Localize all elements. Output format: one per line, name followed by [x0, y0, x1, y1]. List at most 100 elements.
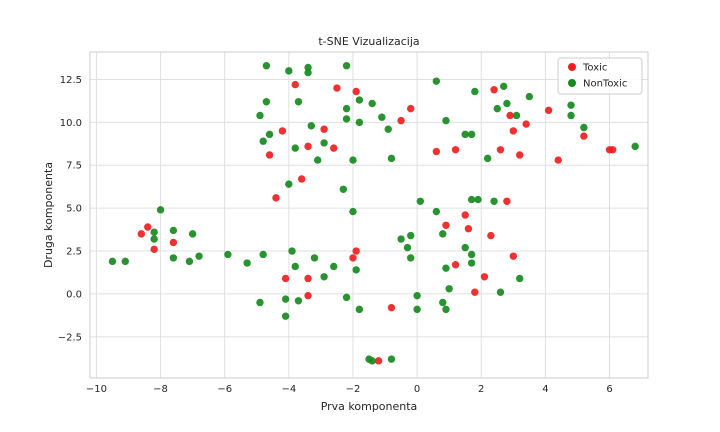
point-toxic [406, 104, 415, 113]
point-nontoxic [355, 305, 364, 314]
legend-marker-nontoxic [568, 79, 576, 87]
point-nontoxic [467, 250, 476, 259]
point-nontoxic [256, 298, 264, 307]
legend-box [557, 57, 643, 95]
point-nontoxic [150, 228, 158, 236]
point-nontoxic [185, 257, 194, 266]
point-toxic [387, 303, 396, 312]
point-nontoxic [288, 247, 296, 255]
point-toxic [150, 245, 158, 254]
point-toxic [509, 127, 518, 135]
point-toxic [544, 106, 553, 115]
point-nontoxic [499, 82, 508, 91]
point-toxic [278, 127, 287, 135]
y-tick-label: 2.5 [66, 247, 82, 258]
point-toxic [432, 147, 441, 156]
point-nontoxic [490, 197, 498, 205]
point-nontoxic [108, 257, 117, 266]
point-nontoxic [330, 262, 338, 271]
point-nontoxic [516, 274, 524, 283]
point-nontoxic [304, 63, 312, 72]
point-nontoxic [313, 156, 322, 164]
point-nontoxic [256, 111, 264, 120]
x-tick-label: −6 [217, 384, 232, 395]
point-nontoxic [291, 144, 299, 152]
point-toxic [304, 274, 312, 283]
point-nontoxic [262, 62, 271, 70]
point-nontoxic [439, 298, 447, 307]
point-nontoxic [307, 122, 315, 130]
point-nontoxic [310, 254, 319, 262]
point-toxic [516, 151, 524, 159]
point-toxic [265, 151, 274, 159]
point-nontoxic [387, 154, 396, 163]
point-nontoxic [243, 259, 251, 267]
x-tick-label: 0 [414, 384, 420, 395]
point-nontoxic [224, 250, 232, 259]
point-toxic [330, 144, 338, 152]
x-axis-label: Prva komponenta [321, 400, 418, 413]
y-tick-label: 0.0 [66, 289, 82, 300]
point-nontoxic [339, 185, 348, 193]
point-nontoxic [304, 68, 312, 77]
point-nontoxic [567, 111, 575, 120]
y-tick-label: 12.5 [60, 75, 82, 86]
grid [90, 52, 648, 378]
point-nontoxic [432, 77, 441, 85]
y-tick-label: −2.5 [58, 332, 82, 343]
point-nontoxic [567, 101, 575, 109]
point-nontoxic [355, 96, 364, 104]
point-nontoxic [467, 130, 476, 139]
axis-ticks: −10 −8 −6 −4 −2 0 2 4 6 −2.5 0.0 2.5 5.0 7.5 10.0 12.5 [58, 75, 613, 395]
point-nontoxic [432, 207, 441, 216]
data-points [108, 62, 639, 365]
x-tick-label: −2 [346, 384, 361, 395]
point-toxic [374, 357, 383, 365]
point-nontoxic [320, 139, 328, 147]
point-nontoxic [285, 67, 293, 75]
point-nontoxic [121, 257, 129, 266]
point-nontoxic [413, 291, 421, 300]
point-nontoxic [349, 207, 357, 216]
point-nontoxic [195, 252, 203, 260]
point-toxic [137, 230, 146, 238]
point-toxic [352, 87, 360, 96]
x-tick-label: 6 [606, 384, 612, 395]
point-nontoxic [342, 62, 351, 70]
point-nontoxic [342, 115, 351, 123]
point-nontoxic [265, 130, 274, 139]
point-nontoxic [416, 197, 425, 205]
point-nontoxic [413, 305, 421, 314]
point-toxic [461, 211, 469, 219]
point-toxic [580, 132, 588, 140]
point-nontoxic [294, 98, 303, 106]
point-toxic [333, 84, 341, 92]
point-toxic [144, 223, 152, 231]
legend-label-nontoxic: NonToxic [583, 79, 627, 90]
y-tick-label: 7.5 [66, 161, 82, 172]
point-nontoxic [493, 104, 501, 113]
point-toxic [297, 175, 306, 183]
point-toxic [349, 254, 357, 262]
point-toxic [503, 197, 511, 205]
y-tick-label: 10.0 [60, 118, 82, 129]
point-nontoxic [496, 288, 505, 296]
x-tick-label: 2 [478, 384, 484, 395]
point-nontoxic [483, 154, 492, 163]
point-nontoxic [349, 156, 357, 164]
y-tick-label: 5.0 [66, 204, 82, 215]
legend-label-toxic: Toxic [582, 63, 607, 74]
point-nontoxic [397, 235, 405, 243]
point-toxic [320, 125, 328, 133]
point-nontoxic [580, 123, 588, 132]
point-toxic [169, 238, 178, 247]
point-nontoxic [342, 104, 351, 113]
x-tick-label: 4 [542, 384, 548, 395]
point-nontoxic [403, 243, 412, 252]
legend: Toxic NonToxic [557, 57, 643, 95]
point-nontoxic [442, 305, 450, 314]
point-nontoxic [320, 273, 328, 281]
point-nontoxic [156, 206, 165, 214]
point-nontoxic [461, 243, 469, 252]
